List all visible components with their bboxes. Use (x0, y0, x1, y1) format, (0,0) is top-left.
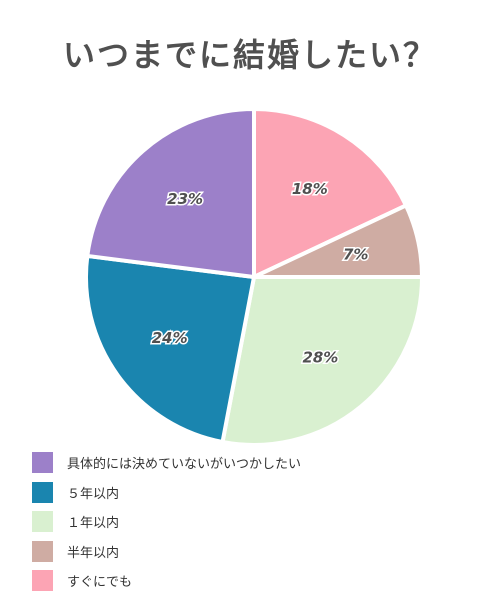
legend-item-4: すぐにでも (32, 566, 301, 596)
pie-slice-2 (220, 275, 425, 447)
slice-percent-label-1: 7% (343, 245, 368, 263)
legend-item-1: ５年以内 (32, 478, 301, 508)
slice-percent-label-0: 18% (292, 180, 328, 198)
slice-percent-label-3: 24% (152, 329, 188, 347)
pie-slice-0 (252, 106, 409, 281)
legend-label-3: 半年以内 (67, 545, 120, 561)
pie-slice-3 (83, 253, 257, 445)
legend-swatch-3 (32, 540, 53, 562)
legend-item-3: 半年以内 (32, 537, 301, 567)
legend-label-4: すぐにでも (67, 575, 133, 591)
legend-swatch-0 (32, 452, 53, 474)
chart-legend: 具体的には決めていないがいつかしたい ５年以内 １年以内半年以内すぐにでも (32, 448, 301, 596)
slice-percent-label-2: 28% (302, 348, 338, 366)
chart-title: いつまでに結婚したい？ (62, 36, 437, 74)
legend-swatch-4 (32, 570, 53, 592)
legend-item-2: １年以内 (32, 507, 301, 537)
pie-labels: 18% 7% 28% 24% 23% (150, 179, 370, 368)
legend-label-1: ５年以内 (67, 486, 120, 502)
legend-label-0: 具体的には決めていないがいつかしたい (67, 457, 302, 473)
pie-slice-4 (85, 106, 256, 280)
legend-label-2: １年以内 (67, 516, 120, 532)
legend-swatch-2 (32, 511, 53, 533)
slice-percent-label-4: 23% (167, 190, 203, 208)
pie-slices (83, 106, 425, 447)
legend-item-0: 具体的には決めていないがいつかしたい (32, 448, 301, 478)
legend-swatch-1 (32, 481, 53, 503)
